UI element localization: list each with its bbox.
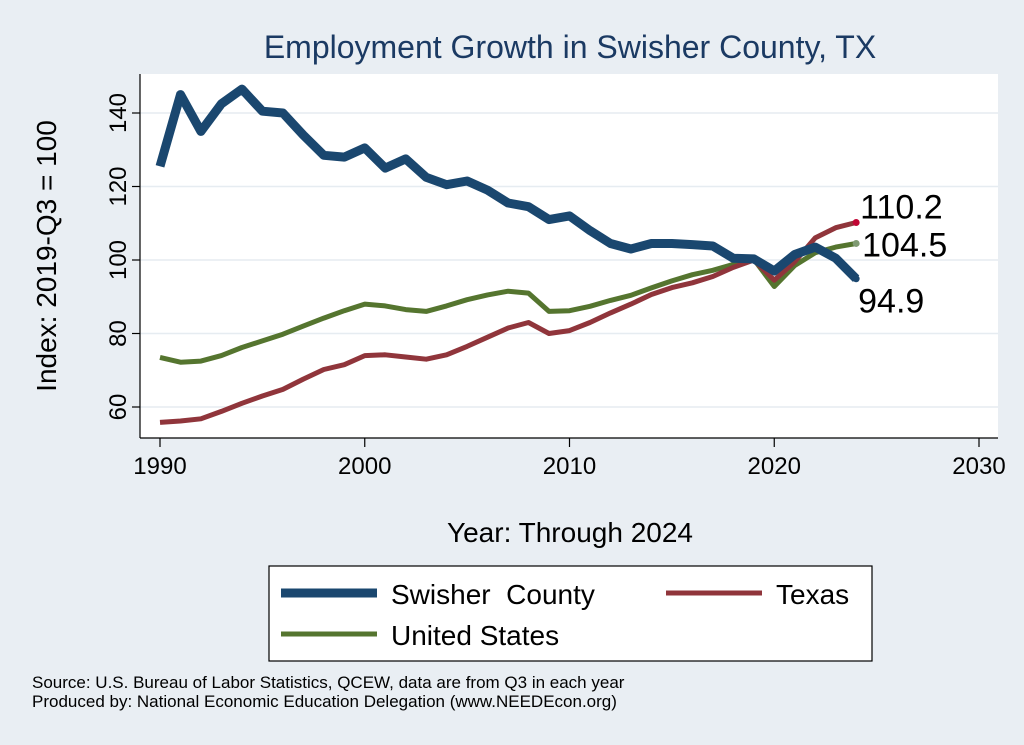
end-marker-swisher	[852, 275, 860, 283]
end-marker-us	[852, 239, 860, 247]
y-tick-label: 120	[105, 166, 132, 206]
plot-area	[140, 74, 998, 438]
legend-box	[268, 565, 873, 662]
x-tick-label: 2020	[748, 453, 801, 480]
x-axis-label: Year: Through 2024	[447, 517, 693, 548]
end-label-texas: 110.2	[860, 189, 943, 227]
produced-by-note: Produced by: National Economic Education…	[32, 692, 617, 711]
end-markers	[852, 219, 860, 283]
source-note: Source: U.S. Bureau of Labor Statistics,…	[32, 673, 625, 692]
x-tick-label: 1990	[133, 453, 186, 480]
legend-label-swisher: Swisher County	[391, 579, 595, 610]
end-label-us: 104.5	[862, 226, 947, 264]
x-tick-label: 2010	[543, 453, 596, 480]
y-axis-label: Index: 2019-Q3 = 100	[31, 120, 62, 392]
y-tick-label: 80	[105, 320, 132, 347]
legend: Swisher County Texas United States	[268, 565, 873, 662]
tick-labels: 60 80 100 120 140 1990 2000 2010 2020 2030	[105, 93, 1006, 480]
chart-title: Employment Growth in Swisher County, TX	[264, 29, 876, 65]
end-label-swisher: 94.9	[858, 283, 924, 321]
series-line-swisher	[155, 84, 860, 282]
legend-label-texas: Texas	[776, 579, 849, 610]
y-tick-label: 100	[105, 240, 132, 280]
series-lines	[155, 84, 860, 425]
series-line-texas	[159, 220, 857, 425]
end-marker-texas	[852, 219, 860, 227]
axes	[132, 74, 998, 447]
x-tick-label: 2000	[338, 453, 391, 480]
x-tick-label: 2030	[952, 453, 1005, 480]
legend-label-us: United States	[391, 620, 559, 651]
y-tick-label: 140	[105, 93, 132, 133]
y-tick-label: 60	[105, 394, 132, 421]
